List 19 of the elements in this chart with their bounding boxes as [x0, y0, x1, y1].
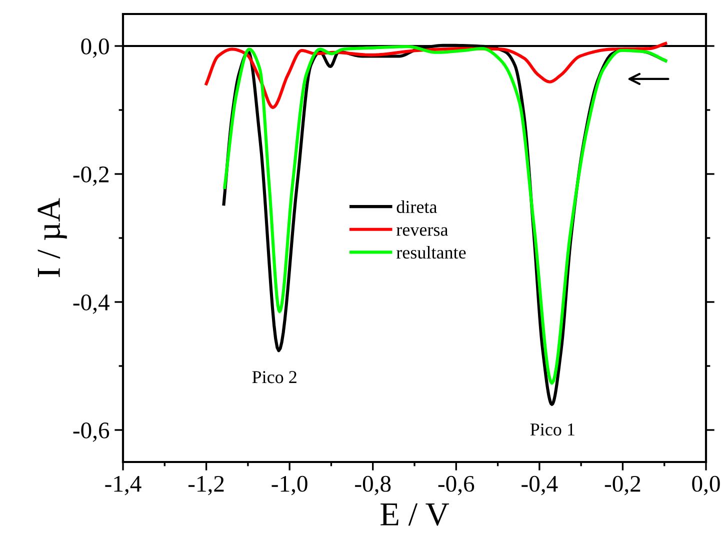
annotation: Pico 2: [252, 371, 296, 384]
x-tick-label: -1,0: [272, 476, 308, 496]
x-tick-label: -0,2: [604, 476, 640, 496]
legend-label: resultante: [396, 246, 466, 259]
y-tick-label: -0,2: [73, 166, 109, 186]
legend-label: direta: [396, 200, 437, 214]
y-tick-label: 0,0: [81, 38, 109, 58]
x-tick-label: 0,0: [692, 476, 720, 496]
x-axis-title: E / V: [380, 503, 450, 526]
y-tick-label: -0,4: [73, 294, 110, 314]
x-tick-label: -1,4: [105, 476, 142, 496]
annotation: Pico 1: [530, 423, 574, 436]
y-tick-label: -0,6: [73, 422, 110, 442]
x-tick-label: -0,4: [522, 476, 558, 496]
x-tick-label: -0,8: [355, 476, 391, 496]
x-tick-label: -0,6: [438, 476, 474, 496]
x-tick-label: -1,2: [188, 476, 224, 496]
legend-label: reversa: [396, 227, 448, 236]
y-axis-title: I / µA: [38, 198, 67, 277]
